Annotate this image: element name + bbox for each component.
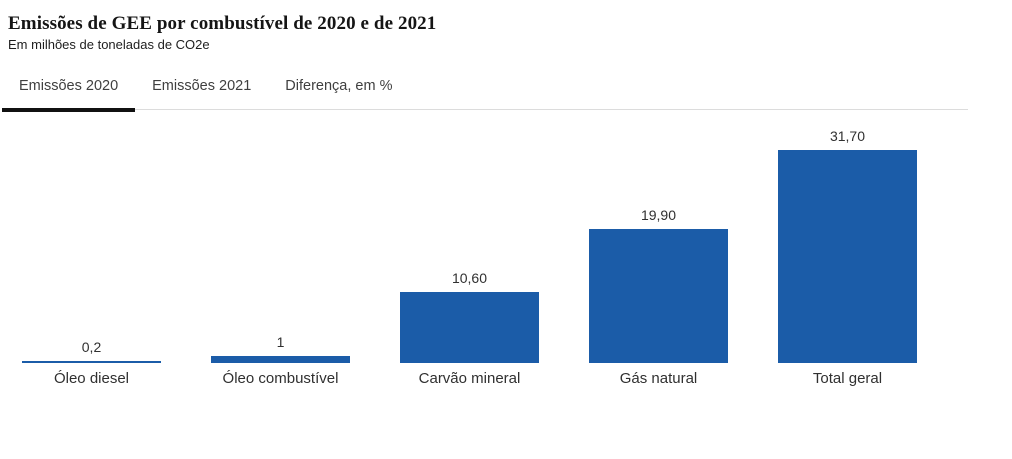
- bar-area: 0,2: [22, 126, 161, 363]
- bar-value-label: 0,2: [81, 339, 102, 355]
- bar-column: 10,60 Carvão mineral: [400, 126, 539, 388]
- tab-emissoes-2021[interactable]: Emissões 2021: [135, 69, 268, 109]
- bar-category-label: Óleo diesel: [53, 370, 130, 387]
- bar[interactable]: [400, 292, 539, 363]
- chart-subtitle: Em milhões de toneladas de CO2e: [8, 37, 210, 52]
- bar-area: 31,70: [778, 126, 917, 363]
- bar-value-label: 31,70: [829, 128, 866, 144]
- bar-column: 1 Óleo combustível: [211, 126, 350, 388]
- chart-title: Emissões de GEE por combustível de 2020 …: [8, 13, 437, 34]
- bar-value-label: 1: [276, 334, 285, 350]
- chart-header: Emissões de GEE por combustível de 2020 …: [0, 0, 1012, 53]
- bar-category-label: Carvão mineral: [418, 370, 521, 387]
- bar[interactable]: [778, 150, 917, 363]
- bar[interactable]: [211, 356, 350, 363]
- tab-diferenca-em-pct[interactable]: Diferença, em %: [268, 69, 409, 109]
- bar-area: 19,90: [589, 126, 728, 363]
- tab-bar: Emissões 2020 Emissões 2021 Diferença, em …: [2, 69, 968, 112]
- bar-column: 31,70 Total geral: [778, 126, 917, 388]
- bar-area: 1: [211, 126, 350, 363]
- bar[interactable]: [22, 361, 161, 363]
- bar-value-label: 19,90: [640, 207, 677, 223]
- bar-category-label: Total geral: [812, 370, 883, 387]
- bar-column: 19,90 Gás natural: [589, 126, 728, 388]
- bar-area: 10,60: [400, 126, 539, 363]
- bar-value-label: 10,60: [451, 270, 488, 286]
- bar-category-label: Óleo combustível: [222, 370, 339, 387]
- bar-category-label: Gás natural: [619, 370, 698, 387]
- tab-emissoes-2020[interactable]: Emissões 2020: [2, 69, 136, 112]
- bar-chart: 0,2 Óleo diesel 1 Óleo combustível 10,60 Carv…: [22, 126, 917, 388]
- bar-column: 0,2 Óleo diesel: [22, 126, 161, 388]
- bar[interactable]: [589, 229, 728, 363]
